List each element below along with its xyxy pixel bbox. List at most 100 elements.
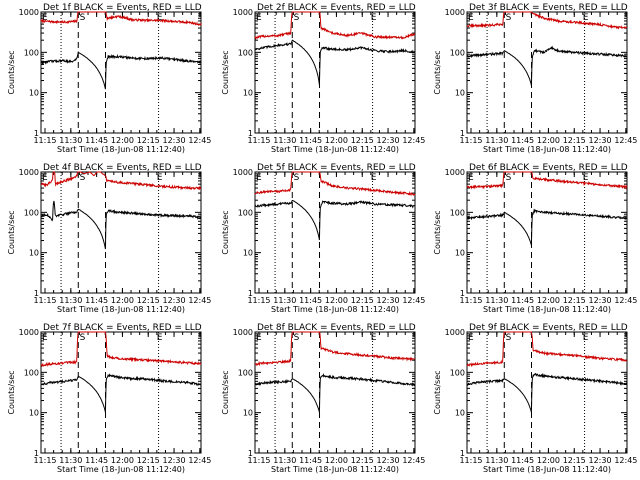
x-tick-label: 11:30 [485,296,508,305]
lld-series-line [254,331,416,367]
events-series-line [254,199,416,241]
event-marker-S: S [506,13,512,23]
x-tick-label: 12:45 [402,296,425,305]
y-tick-label: 1000 [233,168,253,177]
y-axis-label: Counts/sec [7,370,16,414]
event-marker-E: E [371,173,377,183]
y-axis-label: Counts/sec [7,210,16,254]
x-tick-label: 11:15 [33,456,56,465]
x-axis-label: Start Time (18-Jun-08 11:12:40) [57,305,185,314]
y-tick-label: 1 [248,449,253,458]
chart-title: Det 3f BLACK = Events, RED = LLD [469,3,628,13]
x-tick-label: 12:15 [351,136,374,145]
event-marker-S: S [294,173,300,183]
plot-frame [466,331,628,454]
x-tick-label: 12:15 [563,456,586,465]
x-tick-label: 11:45 [299,456,322,465]
x-axis-label: Start Time (18-Jun-08 11:12:40) [57,145,185,154]
y-tick-label: 10 [29,89,39,98]
event-marker-E: E [42,173,48,183]
chart-title: Det 7f BLACK = Events, RED = LLD [43,323,202,333]
event-marker-E: E [256,173,262,183]
x-tick-label: 12:30 [377,296,400,305]
event-marker-E: E [157,333,163,343]
y-tick-label: 1 [34,289,39,298]
lld-series-line [40,331,202,368]
x-tick-label: 12:45 [614,296,637,305]
lld-series-line [466,331,628,368]
y-tick-label: 1000 [19,168,39,177]
events-series-line [254,39,416,85]
plot-frame [254,331,416,454]
y-axis-label: Counts/sec [221,210,230,254]
events-series-line [40,373,202,413]
x-tick-label: 12:30 [589,456,612,465]
plot-frame [40,11,202,134]
chart-panel-2: Det 2f BLACK = Events, RED = LLD 1000 100 1… [221,3,425,154]
lld-series-line [466,11,628,30]
lld-series-line [40,11,202,27]
x-tick-label: 11:15 [247,296,270,305]
x-axis-label: Start Time (18-Jun-08 11:12:40) [483,305,611,314]
y-tick-label: 10 [243,249,253,258]
x-tick-label: 12:15 [351,296,374,305]
y-axis-label: Counts/sec [433,210,442,254]
x-tick-label: 12:30 [163,136,186,145]
x-tick-label: 12:45 [188,296,211,305]
x-tick-label: 11:15 [33,296,56,305]
x-tick-label: 12:00 [325,136,348,145]
x-axis-label: Start Time (18-Jun-08 11:12:40) [271,305,399,314]
event-marker-E: E [157,13,163,23]
y-tick-label: 1 [460,289,465,298]
chart-panel-9: Det 9f BLACK = Events, RED = LLD 1000 100 1… [433,323,637,474]
y-tick-label: 1000 [19,328,39,337]
event-marker-S: S [80,13,86,23]
x-tick-label: 12:30 [163,456,186,465]
event-marker-E: E [468,13,474,23]
x-tick-label: 11:45 [299,296,322,305]
chart-title: Det 2f BLACK = Events, RED = LLD [257,3,416,13]
y-tick-label: 100 [450,48,465,57]
y-tick-label: 1000 [19,8,39,17]
x-axis-label: Start Time (18-Jun-08 11:12:40) [483,465,611,474]
y-axis-label: Counts/sec [433,370,442,414]
x-tick-label: 12:00 [325,296,348,305]
x-tick-label: 11:45 [85,136,108,145]
x-tick-label: 11:45 [85,456,108,465]
y-tick-label: 100 [238,208,253,217]
y-tick-label: 10 [29,249,39,258]
event-marker-E: E [583,333,589,343]
y-tick-label: 1000 [445,8,465,17]
y-tick-label: 1000 [445,168,465,177]
chart-panel-3: Det 3f BLACK = Events, RED = LLD 1000 100 1… [433,3,637,154]
chart-panel-8: Det 8f BLACK = Events, RED = LLD 1000 100 1… [221,323,425,474]
chart-title: Det 4f BLACK = Events, RED = LLD [43,163,202,173]
x-tick-label: 12:00 [111,136,134,145]
x-axis-label: Start Time (18-Jun-08 11:12:40) [271,465,399,474]
y-axis-label: Counts/sec [433,50,442,94]
x-tick-label: 11:30 [59,456,82,465]
x-axis-label: Start Time (18-Jun-08 11:12:40) [271,145,399,154]
x-tick-label: 12:15 [137,296,160,305]
x-tick-label: 12:45 [402,456,425,465]
y-tick-label: 100 [24,48,39,57]
event-marker-E: E [42,333,48,343]
x-tick-label: 12:00 [537,296,560,305]
chart-title: Det 9f BLACK = Events, RED = LLD [469,323,628,333]
x-tick-label: 11:30 [59,136,82,145]
x-tick-label: 11:30 [59,296,82,305]
x-tick-label: 11:45 [85,296,108,305]
lld-series-line [254,11,416,41]
event-marker-E: E [583,173,589,183]
x-tick-label: 12:15 [137,456,160,465]
event-marker-S: S [80,333,86,343]
event-marker-E: E [256,333,262,343]
x-tick-label: 12:00 [537,136,560,145]
x-tick-label: 11:15 [459,136,482,145]
y-axis-label: Counts/sec [221,370,230,414]
x-tick-label: 12:15 [563,136,586,145]
y-tick-label: 10 [243,409,253,418]
y-tick-label: 1 [34,449,39,458]
events-series-line [254,372,416,413]
event-marker-E: E [583,13,589,23]
